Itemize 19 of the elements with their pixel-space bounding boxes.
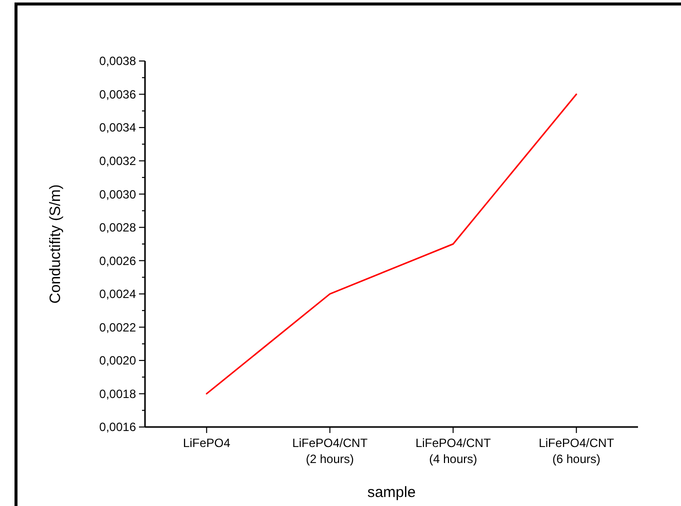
x-tick-label: LiFePO4/CNT (4 hours) bbox=[415, 436, 492, 466]
line-series bbox=[206, 94, 578, 394]
x-tick-label: LiFePO4/CNT (2 hours) bbox=[292, 436, 368, 466]
y-tick-label: 0,0022 bbox=[99, 320, 136, 334]
y-tick-label: 0,0032 bbox=[99, 154, 136, 168]
y-axis-title: Conductifity (S/m) bbox=[47, 184, 64, 304]
y-tick-label: 0,0036 bbox=[99, 87, 136, 102]
y-tick-label: 0,0018 bbox=[99, 386, 136, 401]
y-tick-label: 0,0020 bbox=[99, 354, 136, 368]
x-tick-label: LiFePO4 bbox=[182, 436, 231, 450]
y-tick-label: 0,0016 bbox=[99, 420, 136, 434]
x-tick-label: LiFePO4/CNT (6 hours) bbox=[538, 436, 615, 466]
y-tick-label: 0,0034 bbox=[99, 120, 136, 135]
y-tick-label: 0,0030 bbox=[99, 187, 136, 202]
x-axis-title: sample bbox=[367, 484, 416, 501]
y-tick-label: 0,0038 bbox=[99, 54, 136, 68]
y-tick-label: 0,0026 bbox=[99, 254, 136, 268]
y-tick-label: 0,0024 bbox=[99, 287, 136, 302]
y-tick-label: 0,0028 bbox=[99, 220, 136, 235]
